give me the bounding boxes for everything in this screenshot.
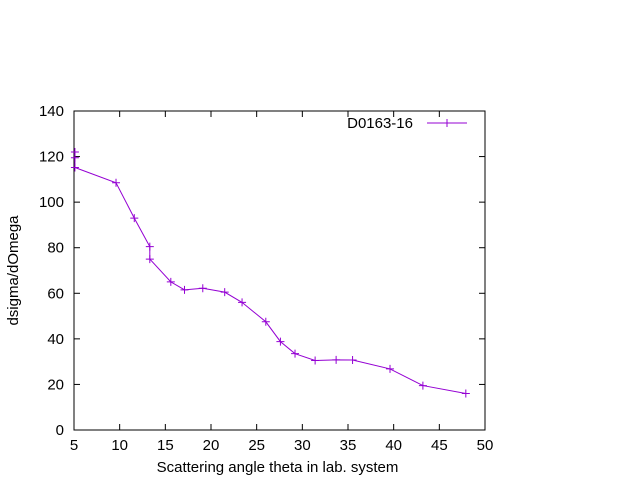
x-tick-label: 45 <box>431 437 448 454</box>
y-tick-label: 100 <box>39 194 64 211</box>
legend-marker <box>443 119 451 127</box>
data-point <box>220 288 229 297</box>
y-tick-label: 20 <box>47 376 64 393</box>
y-tick-label: 140 <box>39 103 64 120</box>
data-point <box>348 356 357 365</box>
data-point <box>386 364 395 373</box>
data-point <box>261 317 270 326</box>
x-tick-label: 25 <box>248 437 265 454</box>
data-point <box>311 356 320 365</box>
axis-ticks <box>73 110 486 431</box>
data-point <box>461 389 470 398</box>
x-tick-label: 40 <box>385 437 402 454</box>
data-point <box>166 277 175 286</box>
plot-frame <box>73 110 486 431</box>
data-point <box>198 284 207 293</box>
y-tick-label: 60 <box>47 285 64 302</box>
data-point <box>276 337 285 346</box>
data-point <box>291 349 300 358</box>
x-tick-label: 15 <box>157 437 174 454</box>
y-tick-label: 80 <box>47 240 64 257</box>
data-point <box>418 381 427 390</box>
x-tick-label: 30 <box>294 437 311 454</box>
data-point <box>145 255 154 264</box>
x-tick-label: 20 <box>203 437 220 454</box>
y-axis-label: dsigma/dOmega <box>5 215 22 326</box>
data-point <box>70 163 79 172</box>
x-tick-label: 5 <box>70 437 78 454</box>
data-point <box>145 242 154 251</box>
data-point <box>130 214 139 223</box>
y-tick-label: 0 <box>56 422 64 439</box>
data-point <box>180 285 189 294</box>
data-point <box>238 298 247 307</box>
x-tick-label: 50 <box>477 437 494 454</box>
x-tick-label: 10 <box>111 437 128 454</box>
y-tick-label: 120 <box>39 149 64 166</box>
data-point <box>332 355 341 364</box>
legend: D0163-16 <box>347 115 467 132</box>
legend-label: D0163-16 <box>347 115 413 132</box>
series-group <box>70 148 470 398</box>
x-axis-label: Scattering angle theta in lab. system <box>157 459 399 476</box>
x-tick-label: 35 <box>340 437 357 454</box>
axis-tick-labels: 5 10 15 20 25 30 35 40 45 50 0 20 40 60 80 100 120 140 <box>39 103 493 454</box>
series-line <box>74 152 466 395</box>
data-point <box>112 178 121 187</box>
data-point <box>70 153 79 162</box>
y-tick-label: 40 <box>47 331 64 348</box>
